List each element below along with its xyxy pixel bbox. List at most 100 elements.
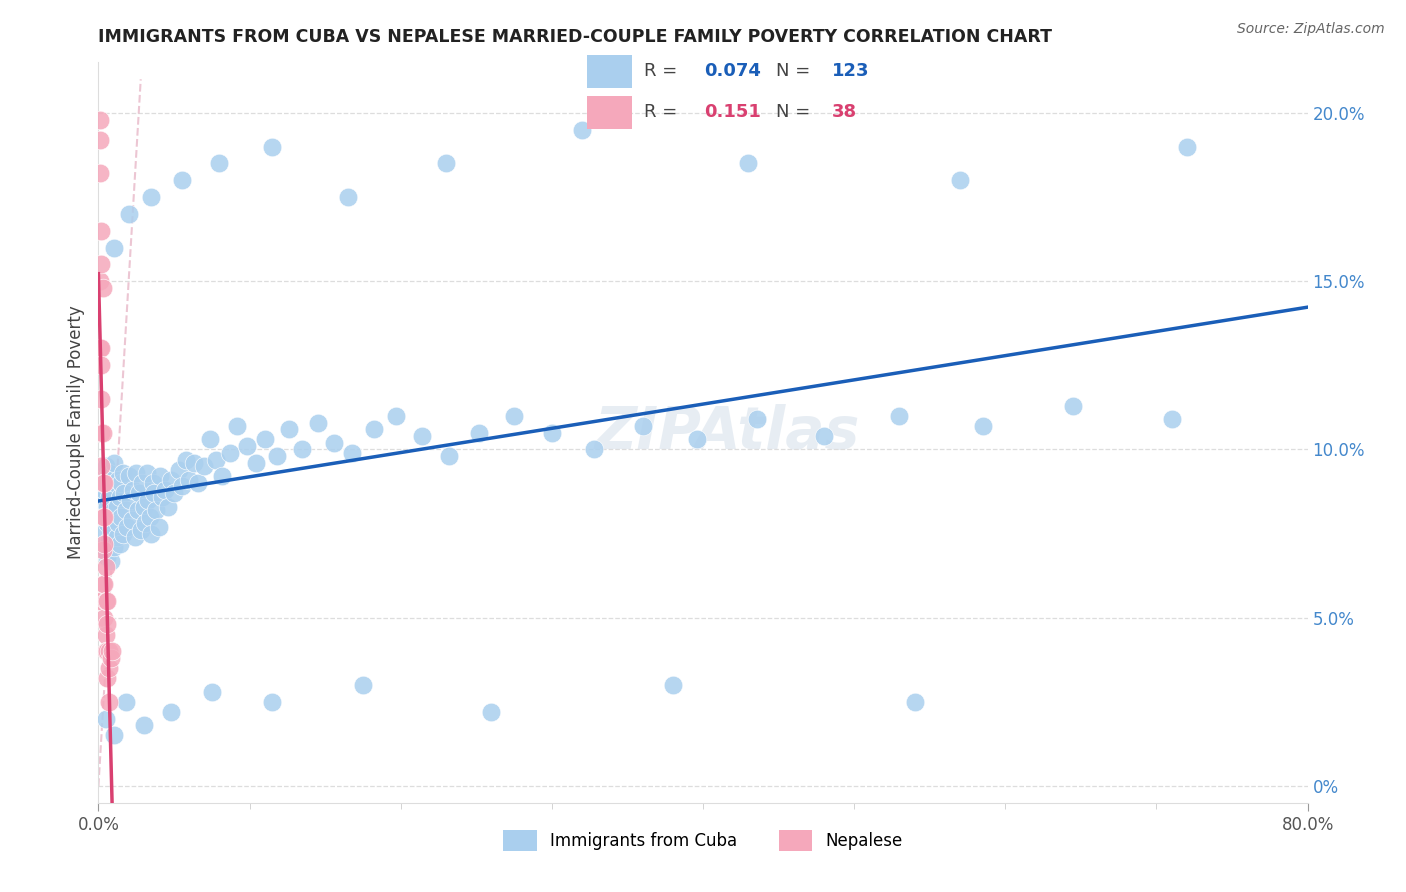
Point [686,433,709,447]
Point [89,594,111,608]
Point [141,526,163,541]
Point [96,594,118,608]
Point [160,705,183,719]
Text: 38: 38 [831,103,856,120]
Point [235,439,257,453]
Point [115,520,138,534]
Point [150,490,173,504]
Point [253,433,276,447]
Point [98,466,121,480]
Point [136,492,159,507]
Point [111,466,134,480]
Point [110,476,132,491]
Point [89,274,111,288]
Point [145,503,167,517]
Point [468,425,491,440]
Point [91,469,114,483]
Point [163,486,186,500]
Text: 123: 123 [831,62,869,80]
Point [434,156,457,170]
Point [112,486,135,500]
Point [91,425,114,440]
Point [101,513,124,527]
Point [813,429,835,443]
Point [90,425,112,440]
Point [93,543,115,558]
Point [98,533,121,548]
Point [323,435,346,450]
Point [96,671,118,685]
Point [103,486,125,500]
Point [93,610,115,624]
Point [122,483,145,497]
Point [103,540,125,554]
Point [96,644,118,658]
Point [104,476,127,491]
Point [96,476,118,491]
Point [307,416,329,430]
Point [91,509,114,524]
Point [277,422,299,436]
Point [101,492,124,507]
Point [114,695,136,709]
Point [193,459,215,474]
Point [100,503,122,517]
Point [100,651,122,665]
Point [90,342,112,356]
Point [631,418,654,433]
Point [101,473,124,487]
Point [100,479,122,493]
Point [747,412,769,426]
Point [143,486,166,500]
Point [131,476,153,491]
Point [208,156,231,170]
Point [96,500,118,514]
Point [89,112,111,127]
Point [149,469,172,483]
Point [135,466,157,480]
Point [141,190,163,204]
Point [96,550,118,565]
Bar [586,96,631,129]
Point [170,173,193,187]
Point [179,473,201,487]
Point [266,449,288,463]
Point [132,718,155,732]
Point [93,509,115,524]
Point [107,516,129,531]
Point [103,503,125,517]
Point [90,257,112,271]
Point [90,359,112,373]
Point [104,523,127,537]
Point [363,422,385,436]
Point [148,520,170,534]
Point [262,695,284,709]
Point [93,476,115,491]
Point [89,166,111,180]
Point [91,543,114,558]
Point [100,553,122,567]
Point [101,530,124,544]
Point [121,513,143,527]
Point [139,509,162,524]
Text: 0.151: 0.151 [704,103,761,120]
Point [342,446,364,460]
Point [93,577,115,591]
Point [120,492,142,507]
Point [156,500,179,514]
Point [114,503,136,517]
Text: ZIPAtlas: ZIPAtlas [595,404,860,461]
Point [245,456,267,470]
Point [437,449,460,463]
Point [352,678,374,692]
Point [94,594,117,608]
Text: N =: N = [776,62,817,80]
Legend: Immigrants from Cuba, Nepalese: Immigrants from Cuba, Nepalese [496,823,910,857]
Point [118,207,141,221]
Point [503,409,526,423]
Point [103,240,125,254]
Point [200,433,222,447]
Point [540,425,562,440]
Point [904,695,927,709]
Point [90,526,112,541]
